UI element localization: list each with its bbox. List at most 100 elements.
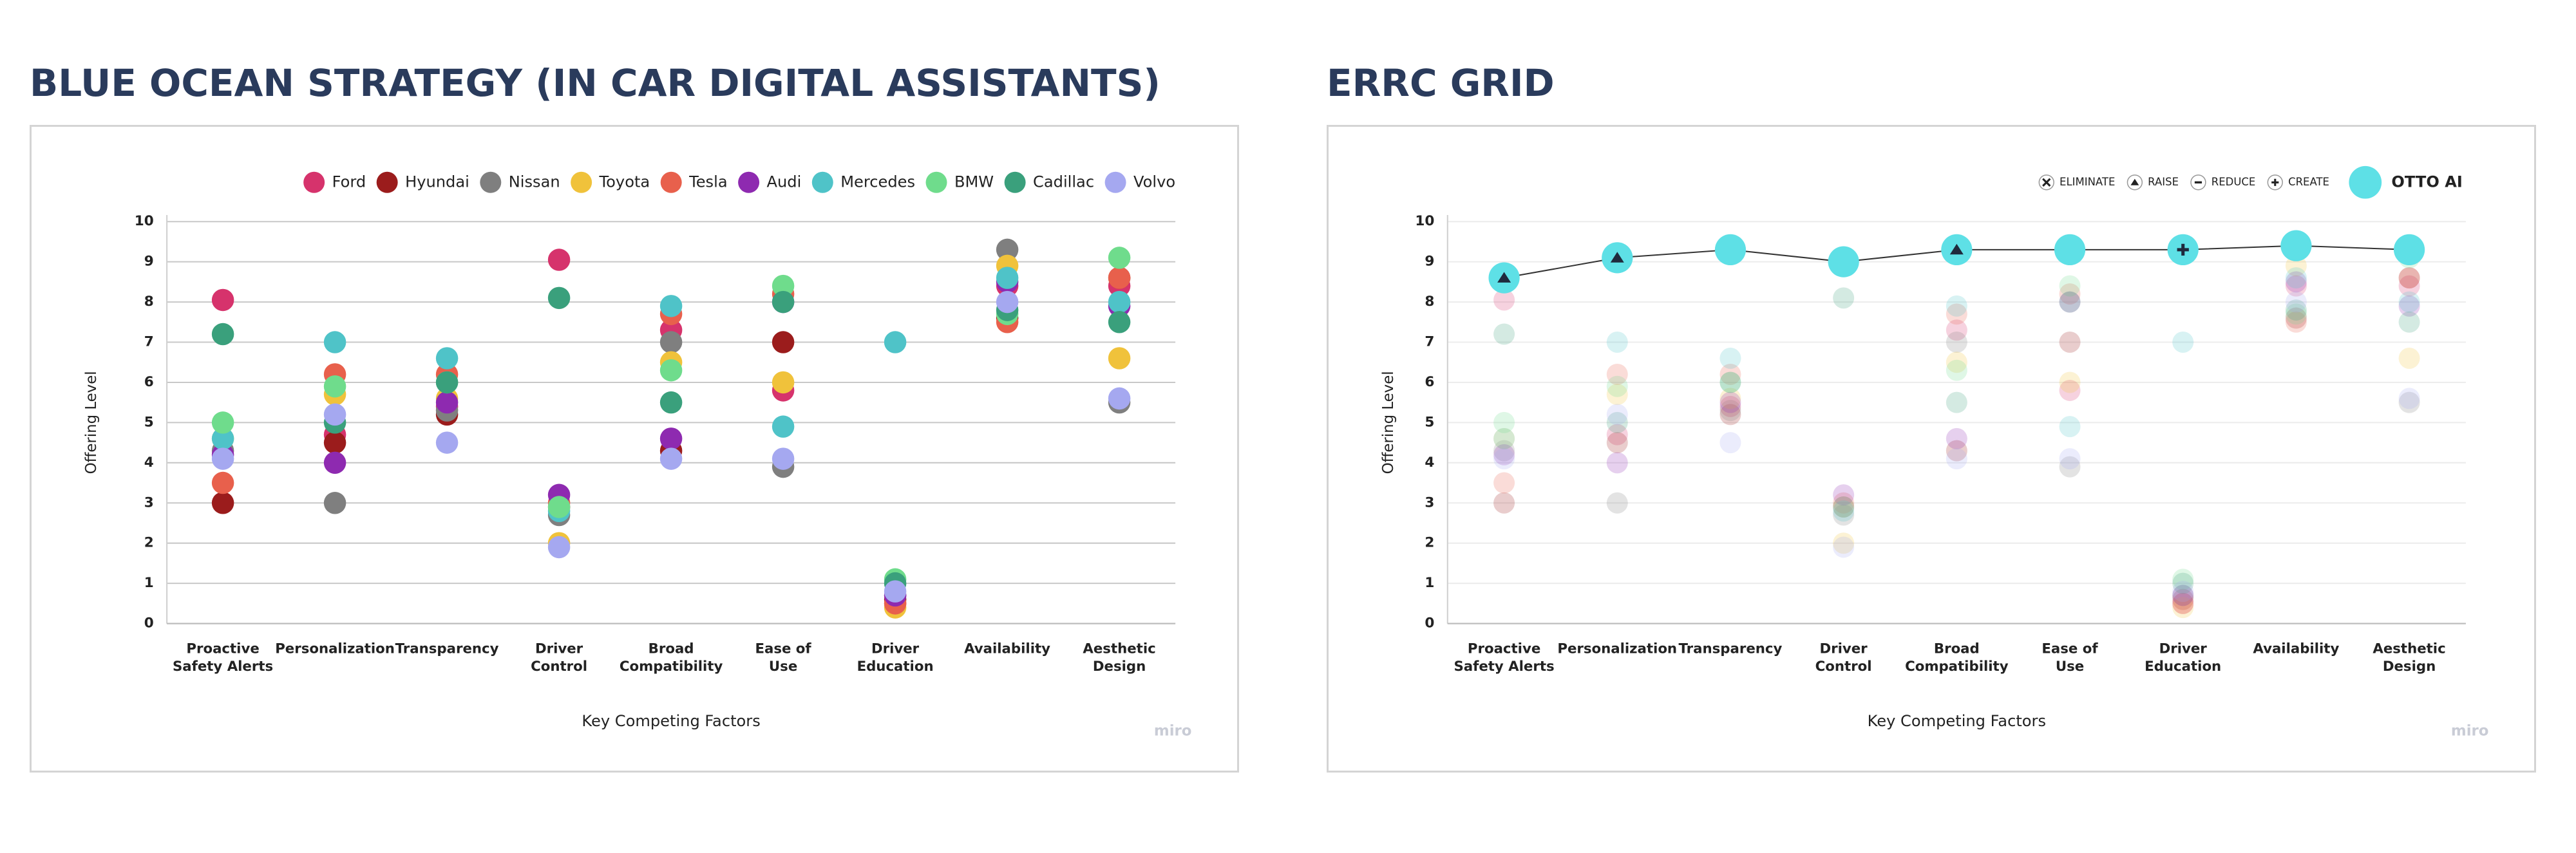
point [772,290,795,314]
faded-point [2172,592,2194,614]
point [2280,230,2312,261]
y-tick-label: 8 [1425,294,1434,310]
point [211,427,234,450]
faded-point [1946,440,1967,462]
y-tick-label: 4 [1425,455,1434,471]
faded-point [2398,295,2420,317]
legend-swatch [571,171,592,193]
point [1714,234,1747,266]
faded-point [1946,295,1967,317]
faded-point [2285,271,2307,293]
legend-icon-ring [2038,174,2054,191]
legend-icon-ring [2267,174,2283,191]
faded-point [1946,352,1967,373]
point [772,274,795,297]
y-tick-label: 3 [1425,494,1434,511]
x-tick-label-box: Availability [964,639,1051,657]
legend-label: Tesla [688,173,728,191]
x-tick-label-box: Driver Control [1815,639,1872,673]
x-axis-title: Key Competing Factors [1868,712,2046,730]
point [1108,267,1131,289]
faded-point [2285,275,2307,297]
point [435,371,459,394]
point [323,431,346,454]
faded-point [2285,303,2307,325]
y-tick-label: 1 [1425,575,1434,591]
faded-point [1719,404,1741,426]
faded-point [2059,448,2081,470]
y-tick-label: 10 [135,213,154,229]
faded-point [2398,388,2420,409]
legend-label: Nissan [509,173,560,191]
faded-point [1493,472,1515,494]
faded-point [2398,391,2420,413]
faded-point [1833,484,1855,506]
legend-swatch [376,171,398,193]
faded-point [2059,291,2081,313]
chart: 0 1 2 3 4 5 6 7 8 9 10 Proactive Safety AlertsPerso… [1380,165,2489,740]
x-tick-label: Driver Control [1815,639,1872,673]
faded-point [2059,332,2081,353]
legend-label: REDUCE [2211,176,2256,188]
faded-point [2172,585,2194,606]
point [772,415,795,438]
point [211,323,234,346]
point [1108,387,1131,410]
point [435,391,459,414]
faded-point [1946,391,1967,413]
y-tick-label: 2 [144,535,154,551]
x-tick-label-box: Personalization [1557,639,1678,657]
x-tick-label-box: Transparency [1678,639,1783,657]
faded-point [1946,359,1967,381]
legend-label: Toyota [599,173,650,191]
legend-swatch [811,171,833,193]
faded-point [1833,504,1855,526]
faded-point [1606,411,1628,433]
faded-point [1493,448,1515,470]
x-tick-label-box: Personalization [275,640,395,656]
faded-point [2285,299,2307,321]
faded-point [1833,492,1855,514]
faded-point [1833,500,1855,522]
legend-label: RAISE [2148,176,2179,188]
faded-point [1606,452,1628,474]
x-tick-label: Driver Education [2145,639,2222,673]
point [323,375,346,398]
faded-point [2172,585,2194,606]
point [996,267,1019,289]
y-tick-label: 7 [1425,334,1434,350]
faded-point [1606,363,1628,385]
point [659,331,683,353]
x-tick-label-box: Driver Education [2145,639,2222,673]
x-tick-label: Personalization [1557,639,1678,657]
x-tick-label-box: Transparency [395,640,499,656]
y-axis-title: Offering Level [83,371,100,474]
faded-point [2398,267,2420,289]
faded-point [1606,492,1628,514]
y-tick-label: 7 [144,334,154,350]
x-tick-label: Driver Education [857,639,934,673]
faded-point [1493,444,1515,465]
faded-point [1833,532,1855,554]
faded-point [2172,332,2194,353]
legend-label: Hyundai [405,173,469,191]
x-tick-label-box: Aesthetic Design [2372,640,2445,673]
x-tick-label: Transparency [1678,639,1783,657]
point [1108,311,1131,333]
faded-point [2398,267,2420,289]
point [435,347,459,370]
faded-point [2059,291,2081,313]
watermark: miro [2451,723,2489,740]
faded-point [1946,332,1967,353]
legend-icon-ring [2190,174,2206,191]
x-tick-label: Broad Compatibility [619,639,723,673]
point [1828,246,1859,277]
legend-swatch [1104,171,1126,193]
faded-point [1606,404,1628,426]
faded-point [2172,597,2194,619]
faded-point [1833,536,1855,558]
x-tick-label: Availability [964,639,1051,657]
faded-point [2172,568,2194,590]
x-axis-title: Key Competing Factors [582,712,760,730]
